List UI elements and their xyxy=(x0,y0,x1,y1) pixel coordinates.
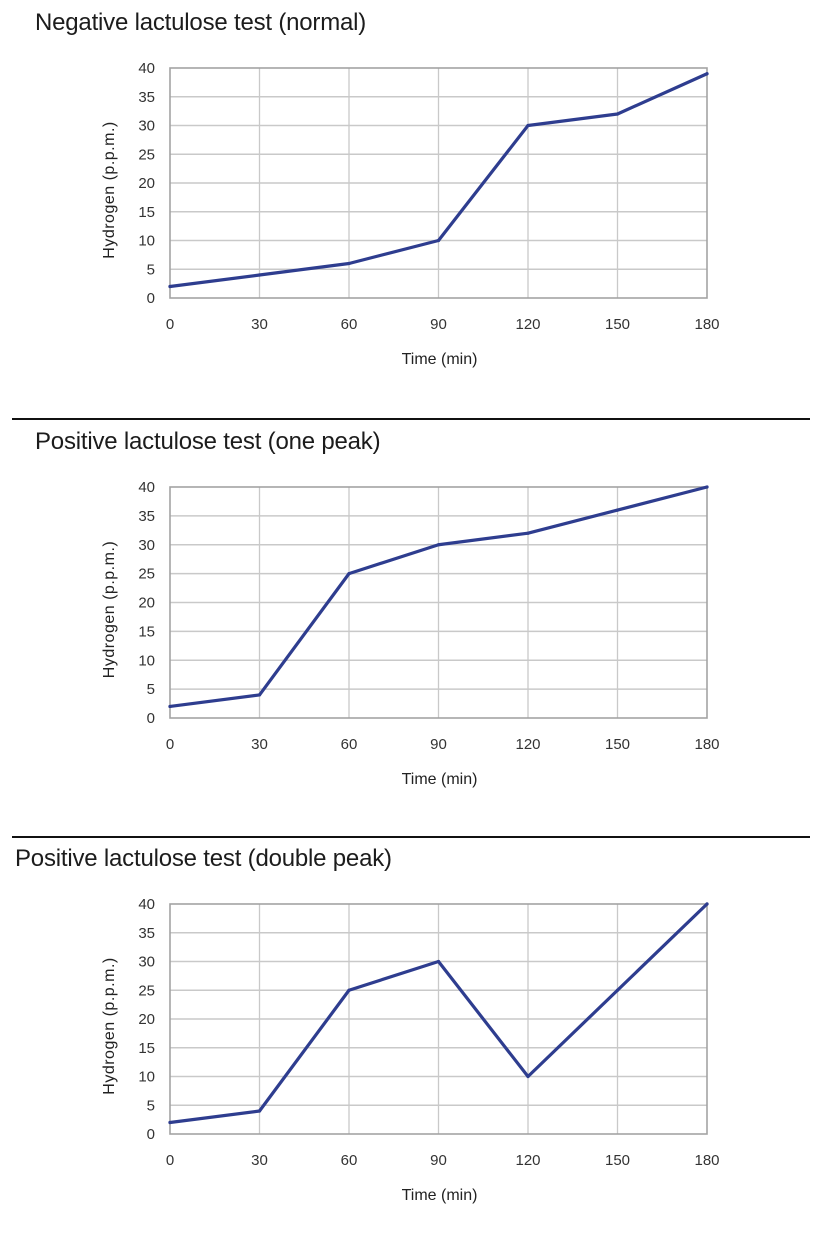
data-point xyxy=(615,112,620,116)
y-tick-label: 40 xyxy=(138,896,155,913)
y-axis-title: Hydrogen (p.p.m.) xyxy=(101,121,118,258)
y-tick-label: 30 xyxy=(138,537,155,554)
data-point xyxy=(257,1109,262,1113)
x-tick-label: 90 xyxy=(430,1152,447,1169)
x-axis-title: Time (min) xyxy=(402,771,478,788)
data-point xyxy=(705,485,709,489)
data-point xyxy=(168,1120,172,1125)
x-tick-label: 150 xyxy=(605,736,630,753)
data-point xyxy=(347,572,351,576)
data-point xyxy=(526,531,530,535)
section-divider xyxy=(12,418,810,420)
y-tick-label: 35 xyxy=(138,925,155,942)
x-tick-label: 90 xyxy=(430,316,447,333)
chart-title: Negative lactulose test (normal) xyxy=(35,9,367,36)
y-tick-label: 40 xyxy=(138,479,155,496)
x-tick-label: 180 xyxy=(694,736,719,753)
y-tick-label: 15 xyxy=(138,1040,155,1057)
data-point xyxy=(347,261,351,266)
x-tick-label: 60 xyxy=(341,1152,358,1169)
x-tick-label: 180 xyxy=(694,1152,719,1169)
y-tick-label: 10 xyxy=(138,233,155,250)
y-tick-label: 5 xyxy=(147,261,155,278)
y-tick-label: 20 xyxy=(138,175,155,192)
data-point xyxy=(347,988,351,992)
data-point xyxy=(436,959,441,964)
y-tick-label: 0 xyxy=(147,290,155,307)
data-point xyxy=(257,693,262,697)
chart-title: Positive lactulose test (double peak) xyxy=(15,845,392,872)
plot-border xyxy=(169,67,708,299)
data-point xyxy=(705,902,709,906)
y-axis-title: Hydrogen (p.p.m.) xyxy=(101,957,118,1094)
y-axis-title: Hydrogen (p.p.m.) xyxy=(101,541,118,678)
x-tick-label: 0 xyxy=(166,1152,174,1169)
y-tick-label: 20 xyxy=(138,1011,155,1028)
x-tick-label: 150 xyxy=(605,1152,630,1169)
x-tick-label: 150 xyxy=(605,316,630,333)
x-tick-label: 180 xyxy=(694,316,719,333)
x-axis-title: Time (min) xyxy=(402,1187,478,1204)
y-tick-label: 25 xyxy=(138,566,155,583)
y-tick-label: 40 xyxy=(138,60,155,77)
y-tick-label: 0 xyxy=(147,1126,155,1143)
data-point xyxy=(168,704,172,709)
data-point xyxy=(436,543,441,547)
y-tick-label: 30 xyxy=(138,954,155,971)
data-point xyxy=(615,508,620,512)
x-tick-label: 120 xyxy=(515,1152,540,1169)
line-chart-normal: 0 5 10 15 20 25 30 35 40 0 30 60 90 120 150 180 Time (mi… xyxy=(101,60,720,368)
chart-title: Positive lactulose test (one peak) xyxy=(35,428,381,455)
data-point xyxy=(615,988,620,992)
y-tick-label: 5 xyxy=(147,681,155,698)
data-point xyxy=(168,284,172,289)
x-axis-title: Time (min) xyxy=(402,351,478,368)
x-tick-label: 60 xyxy=(341,736,358,753)
y-tick-label: 5 xyxy=(147,1097,155,1114)
x-tick-label: 60 xyxy=(341,316,358,333)
plot-border xyxy=(169,486,708,719)
y-tick-label: 35 xyxy=(138,508,155,525)
data-point xyxy=(436,238,441,243)
data-point xyxy=(705,72,709,76)
data-point xyxy=(257,273,262,277)
x-tick-label: 0 xyxy=(166,736,174,753)
x-tick-label: 30 xyxy=(251,1152,268,1169)
x-tick-label: 90 xyxy=(430,736,447,753)
data-point xyxy=(526,123,530,128)
section-divider xyxy=(12,836,810,838)
plot-border xyxy=(169,903,708,1135)
line-chart-one-peak: 0 5 10 15 20 25 30 35 40 0 30 60 90 120 150 180 Time (mi… xyxy=(101,479,720,788)
x-tick-label: 120 xyxy=(515,316,540,333)
x-tick-label: 30 xyxy=(251,736,268,753)
y-tick-label: 15 xyxy=(138,204,155,221)
x-tick-label: 30 xyxy=(251,316,268,333)
data-point xyxy=(526,1074,530,1079)
y-tick-label: 25 xyxy=(138,146,155,163)
y-tick-label: 25 xyxy=(138,982,155,999)
y-tick-label: 15 xyxy=(138,623,155,640)
y-tick-label: 30 xyxy=(138,118,155,135)
y-tick-label: 0 xyxy=(147,710,155,727)
x-tick-label: 120 xyxy=(515,736,540,753)
y-tick-label: 10 xyxy=(138,652,155,669)
y-tick-label: 10 xyxy=(138,1069,155,1086)
y-tick-label: 20 xyxy=(138,595,155,612)
y-tick-label: 35 xyxy=(138,89,155,106)
x-tick-label: 0 xyxy=(166,316,174,333)
